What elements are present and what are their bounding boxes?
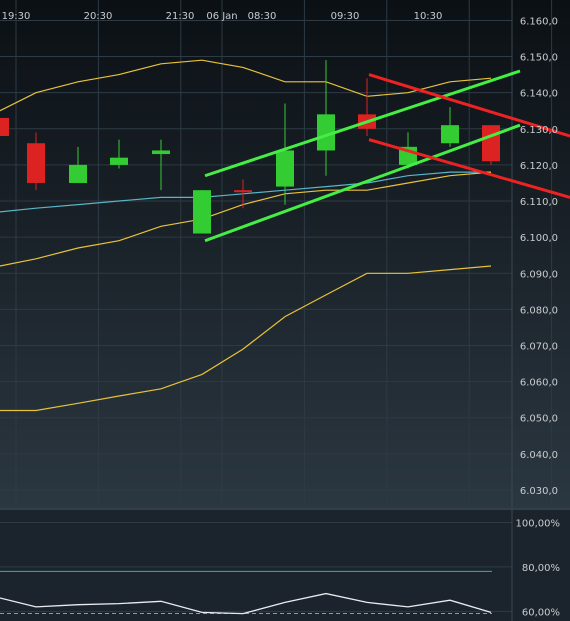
y-tick-label: 6.050,0 [520,414,558,425]
candle [27,132,45,191]
price-chart[interactable]: 6.160,0 6.150,0 6.140,0 6.130,0 6.120,0 6.110… [0,0,570,510]
y-tick-label: 6.150,0 [520,53,558,64]
x-tick-label: 10:30 [414,11,443,22]
candle-body [0,117,9,137]
candle [0,117,9,137]
oscillator-y-tick-label: 60,00% [522,607,560,618]
chart-background [0,0,570,510]
y-tick-label: 6.160,0 [520,16,558,27]
downtrend-channel-line [368,73,570,138]
oscillator-grid [0,510,513,621]
y-tick-label: 6.130,0 [520,125,558,136]
oscillator-lines [0,570,492,615]
y-tick-label: 6.060,0 [520,378,558,389]
candle [152,139,170,191]
candle-body [152,150,170,155]
oscillator-y-tick-label: 80,00% [522,563,560,574]
oscillator-y-axis: 100,00% 80,00% 60,00% [516,518,561,618]
candle-body [193,190,211,234]
candle [276,103,294,205]
uptrend-channel-line [204,69,521,178]
candle-body [69,164,87,183]
candle-body [441,125,459,144]
y-tick-label: 6.140,0 [520,89,558,100]
candle [69,146,87,183]
x-tick-label: 19:30 [2,11,31,22]
uptrend-channel-line [204,123,521,243]
downtrend-channel-line [368,138,570,199]
candle [234,179,252,209]
candle-body [110,157,128,165]
candle [110,139,128,169]
x-tick-label: 09:30 [331,11,360,22]
y-tick-label: 6.090,0 [520,269,558,280]
y-tick-label: 6.110,0 [520,197,558,208]
y-tick-label: 6.030,0 [520,486,558,497]
candle-body [317,114,335,151]
oscillator-line [0,592,492,615]
oscillator-y-tick-label: 100,00% [516,518,561,529]
candle-body [482,125,500,162]
candle-body [234,190,252,193]
y-tick-label: 6.120,0 [520,161,558,172]
candle [441,107,459,147]
lower-envelope-line [0,265,492,412]
x-tick-label: 20:30 [84,11,113,22]
candle-body [276,150,294,187]
grid [0,0,570,510]
y-tick-label: 6.040,0 [520,450,558,461]
y-tick-label: 6.070,0 [520,341,558,352]
x-tick-label: 08:30 [248,11,277,22]
x-tick-label: 06 Jan [206,11,237,22]
candle [193,190,211,234]
bollinger-upper-line [0,59,492,112]
trendlines [204,69,570,243]
y-axis: 6.160,0 6.150,0 6.140,0 6.130,0 6.120,0 6.110… [520,16,558,496]
y-tick-label: 6.100,0 [520,233,558,244]
x-axis: 19:30 20:30 21:30 06 Jan 08:30 09:30 10:30 [2,11,443,22]
oscillator-chart[interactable]: 100,00% 80,00% 60,00% [0,510,570,621]
candle [317,60,335,176]
candle [482,125,500,165]
x-tick-label: 21:30 [166,11,195,22]
y-tick-label: 6.080,0 [520,305,558,316]
candle-body [27,143,45,183]
